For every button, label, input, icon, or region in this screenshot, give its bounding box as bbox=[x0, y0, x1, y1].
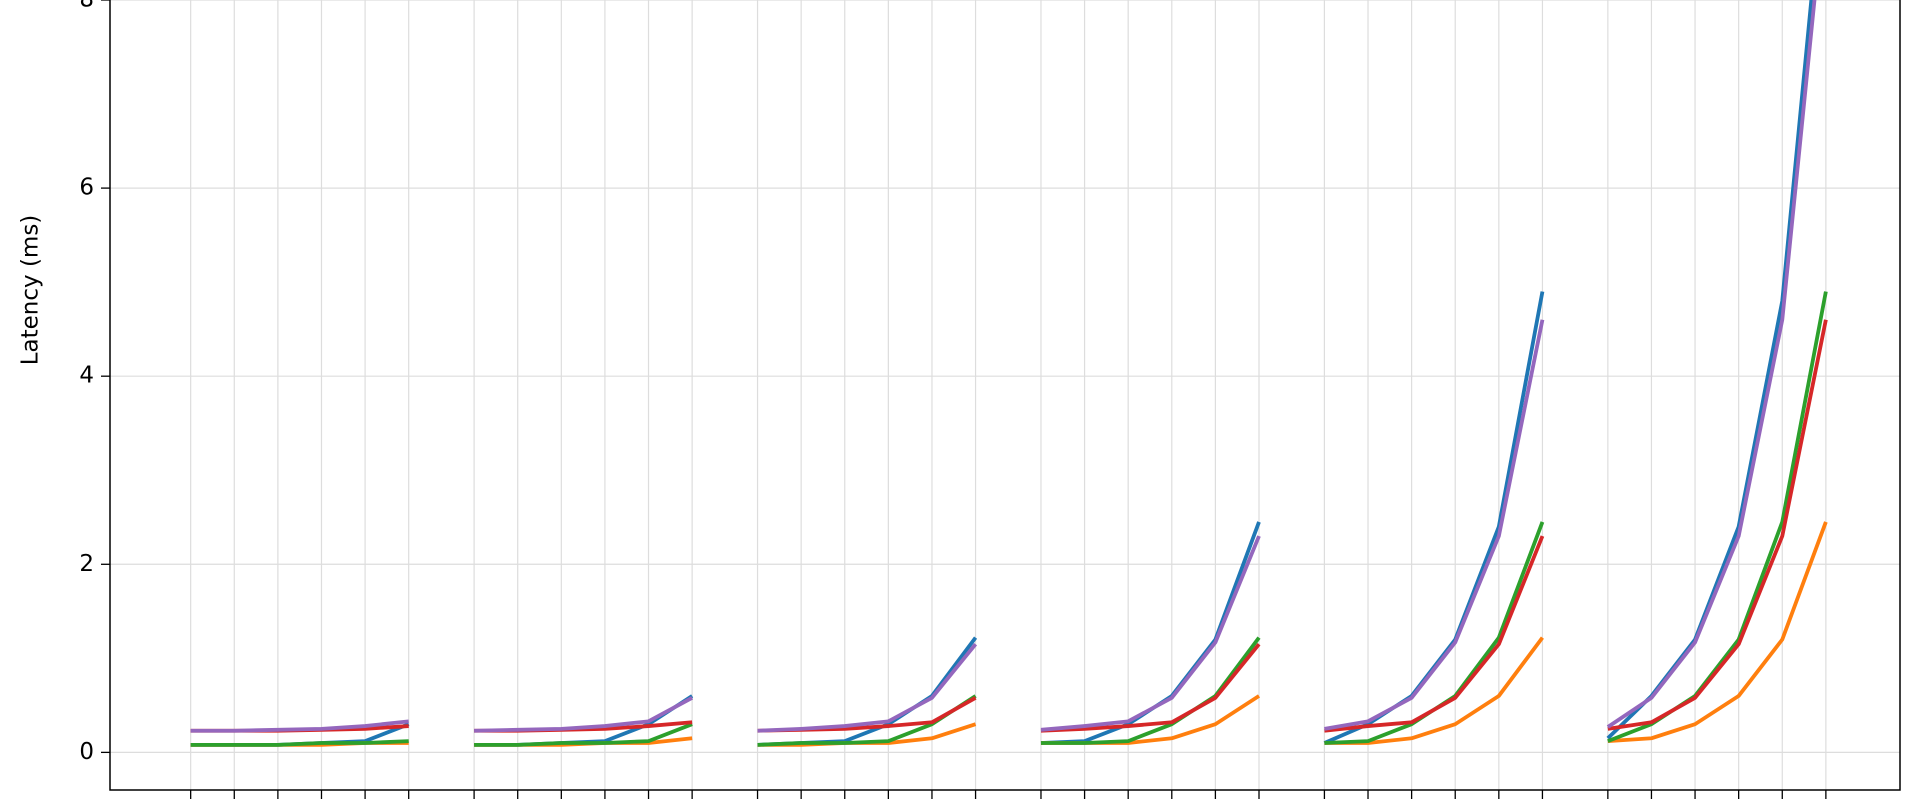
series-line bbox=[190, 521, 1828, 747]
plot-area bbox=[190, 0, 1828, 747]
grid bbox=[110, 0, 1900, 790]
axes: 0 2 4 6 8 bbox=[79, 0, 1827, 799]
y-tick-label: 8 bbox=[79, 0, 94, 13]
series-line bbox=[190, 0, 1817, 733]
y-tick-label: 4 bbox=[79, 363, 94, 389]
series-line bbox=[190, 319, 1828, 733]
series-line bbox=[190, 291, 1828, 747]
series-line bbox=[190, 0, 1814, 747]
axes-frame bbox=[109, 0, 1901, 791]
y-axis-label: Latency (ms) bbox=[18, 215, 44, 366]
y-tick-label: 6 bbox=[79, 175, 94, 201]
y-tick-label: 2 bbox=[79, 551, 94, 577]
y-tick-label: 0 bbox=[79, 739, 94, 765]
